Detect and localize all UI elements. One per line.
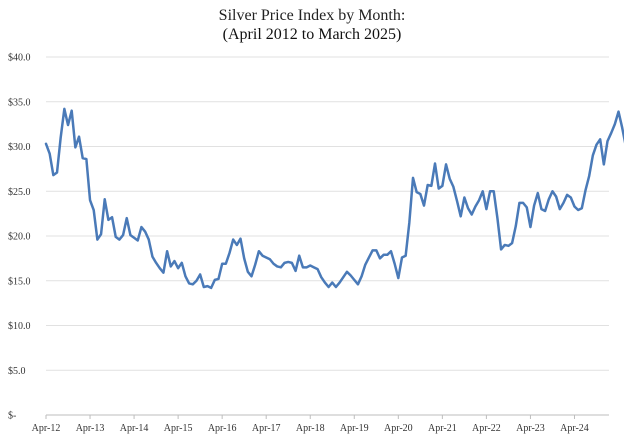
series-layer <box>44 107 624 290</box>
y-axis-labels: $- $5.0 $10.0 $15.0 $20.0 $25.0 $30.0 $35.0 $40.… <box>8 53 31 422</box>
x-tick-label: Apr-22 <box>472 423 501 434</box>
x-tick-label: Apr-14 <box>120 423 149 434</box>
x-tick-label: Apr-12 <box>32 423 61 434</box>
x-tick-label: Apr-18 <box>296 423 325 434</box>
chart-subtitle: (April 2012 to March 2025) <box>222 26 402 43</box>
y-tick-label: $15.0 <box>8 276 31 287</box>
y-tick-label: $10.0 <box>8 321 31 332</box>
x-tick-label: Apr-20 <box>384 423 413 434</box>
x-tick-label: Apr-24 <box>560 423 589 434</box>
y-tick-label: $40.0 <box>8 53 31 64</box>
x-tick-label: Apr-17 <box>252 423 281 434</box>
x-tick-label: Apr-16 <box>208 423 237 434</box>
y-tick-label: $- <box>8 411 16 422</box>
y-tick-label: $20.0 <box>8 232 31 243</box>
y-tick-label: $35.0 <box>8 97 31 108</box>
chart-title: Silver Price Index by Month: <box>218 7 406 24</box>
x-axis-labels: Apr-12 Apr-13 Apr-14 Apr-15 Apr-16 Apr-17 Apr-… <box>32 415 589 434</box>
y-tick-label: $30.0 <box>8 142 31 153</box>
x-tick-label: Apr-21 <box>428 423 457 434</box>
x-tick-label: Apr-13 <box>76 423 105 434</box>
x-tick-label: Apr-19 <box>340 423 369 434</box>
silver-price-line <box>44 107 624 290</box>
x-tick-label: Apr-15 <box>164 423 193 434</box>
x-tick-label: Apr-23 <box>516 423 545 434</box>
y-tick-label: $5.0 <box>8 366 26 377</box>
chart-title-block: Silver Price Index by Month: (April 2012… <box>0 6 624 44</box>
gridlines <box>46 56 609 416</box>
y-tick-label: $25.0 <box>8 187 31 198</box>
